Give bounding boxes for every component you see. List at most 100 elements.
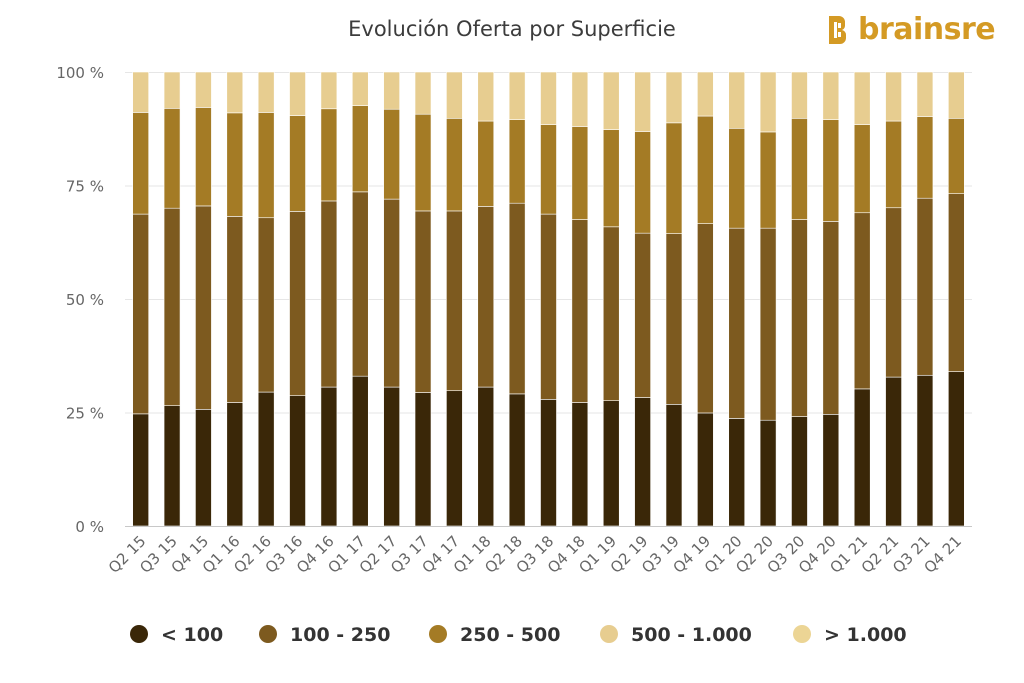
bar-segment[interactable]: [665, 71, 683, 124]
bar-segment[interactable]: [697, 412, 714, 527]
bar-segment[interactable]: [822, 119, 840, 222]
bar-segment[interactable]: [728, 71, 746, 129]
bar-segment[interactable]: [540, 399, 557, 527]
bar-segment[interactable]: [916, 197, 934, 376]
legend-item[interactable]: 100 - 250: [259, 624, 390, 646]
bar-segment[interactable]: [540, 71, 557, 125]
bar-segment[interactable]: [697, 71, 714, 117]
bar-segment[interactable]: [446, 210, 463, 392]
bar-segment[interactable]: [195, 205, 212, 410]
bar-segment[interactable]: [257, 71, 275, 113]
bar-segment[interactable]: [257, 217, 275, 393]
bar-segment[interactable]: [602, 226, 620, 401]
bar-segment[interactable]: [853, 124, 871, 214]
bar-segment[interactable]: [665, 122, 683, 234]
bar-segment[interactable]: [132, 213, 149, 415]
bar-segment[interactable]: [446, 71, 463, 119]
bar-segment[interactable]: [351, 191, 369, 377]
bar-segment[interactable]: [759, 71, 777, 133]
bar-segment[interactable]: [508, 119, 526, 204]
bar-segment[interactable]: [226, 216, 244, 403]
bar-segment[interactable]: [414, 113, 432, 212]
bar-segment[interactable]: [226, 112, 244, 217]
bar-segment[interactable]: [163, 405, 181, 527]
bar-segment[interactable]: [634, 131, 651, 234]
bar-segment[interactable]: [508, 202, 526, 395]
bar-segment[interactable]: [697, 223, 714, 414]
bar-segment[interactable]: [885, 207, 902, 378]
bar-segment[interactable]: [163, 108, 181, 209]
bar-segment[interactable]: [163, 207, 181, 406]
bar-segment[interactable]: [697, 115, 714, 224]
bar-segment[interactable]: [195, 71, 212, 108]
bar-segment[interactable]: [571, 402, 589, 527]
bar-segment[interactable]: [132, 71, 149, 113]
bar-segment[interactable]: [728, 127, 746, 229]
bar-segment[interactable]: [351, 71, 369, 106]
bar-segment[interactable]: [634, 232, 651, 398]
bar-segment[interactable]: [163, 71, 181, 109]
bar-segment[interactable]: [634, 397, 651, 527]
bar-segment[interactable]: [791, 118, 808, 220]
bar-segment[interactable]: [602, 400, 620, 527]
bar-segment[interactable]: [226, 71, 244, 114]
bar-segment[interactable]: [320, 200, 338, 388]
bar-segment[interactable]: [195, 409, 212, 527]
bar-segment[interactable]: [665, 233, 683, 405]
bar-segment[interactable]: [571, 219, 589, 403]
bar-segment[interactable]: [383, 198, 400, 388]
bar-segment[interactable]: [477, 120, 495, 207]
bar-segment[interactable]: [257, 391, 275, 527]
bar-segment[interactable]: [853, 71, 871, 125]
bar-segment[interactable]: [791, 416, 808, 527]
bar-segment[interactable]: [320, 71, 338, 110]
bar-segment[interactable]: [948, 371, 965, 527]
bar-segment[interactable]: [602, 71, 620, 130]
bar-segment[interactable]: [822, 221, 840, 415]
bar-segment[interactable]: [289, 115, 306, 212]
bar-segment[interactable]: [791, 219, 808, 417]
bar-segment[interactable]: [477, 206, 495, 388]
bar-segment[interactable]: [446, 118, 463, 212]
bar-segment[interactable]: [665, 404, 683, 527]
bar-segment[interactable]: [948, 118, 965, 194]
bar-segment[interactable]: [759, 131, 777, 229]
legend-item[interactable]: > 1.000: [793, 624, 907, 646]
bar-segment[interactable]: [351, 375, 369, 527]
bar-segment[interactable]: [571, 71, 589, 127]
bar-segment[interactable]: [728, 227, 746, 419]
bar-segment[interactable]: [446, 390, 463, 527]
bar-segment[interactable]: [320, 108, 338, 202]
bar-segment[interactable]: [571, 126, 589, 220]
legend-item[interactable]: 250 - 500: [429, 624, 560, 646]
bar-segment[interactable]: [477, 386, 495, 527]
bar-segment[interactable]: [414, 71, 432, 115]
bar-segment[interactable]: [477, 71, 495, 122]
bar-segment[interactable]: [853, 212, 871, 390]
bar-segment[interactable]: [289, 395, 306, 527]
bar-segment[interactable]: [414, 392, 432, 527]
bar-segment[interactable]: [132, 413, 149, 527]
bar-segment[interactable]: [226, 402, 244, 527]
bar-segment[interactable]: [195, 107, 212, 207]
bar-segment[interactable]: [132, 112, 149, 215]
bar-segment[interactable]: [791, 71, 808, 119]
bar-segment[interactable]: [634, 71, 651, 132]
legend-item[interactable]: < 100: [130, 624, 223, 646]
bar-segment[interactable]: [540, 124, 557, 215]
bar-segment[interactable]: [728, 418, 746, 527]
bar-segment[interactable]: [885, 376, 902, 527]
bar-segment[interactable]: [822, 71, 840, 120]
bar-segment[interactable]: [759, 419, 777, 527]
bar-segment[interactable]: [289, 71, 306, 116]
bar-segment[interactable]: [822, 414, 840, 527]
bar-segment[interactable]: [916, 71, 934, 117]
bar-segment[interactable]: [948, 71, 965, 119]
bar-segment[interactable]: [508, 71, 526, 120]
bar-segment[interactable]: [602, 129, 620, 228]
bar-segment[interactable]: [540, 213, 557, 400]
bar-segment[interactable]: [257, 112, 275, 219]
bar-segment[interactable]: [948, 193, 965, 372]
bar-segment[interactable]: [853, 388, 871, 527]
bar-segment[interactable]: [508, 393, 526, 527]
